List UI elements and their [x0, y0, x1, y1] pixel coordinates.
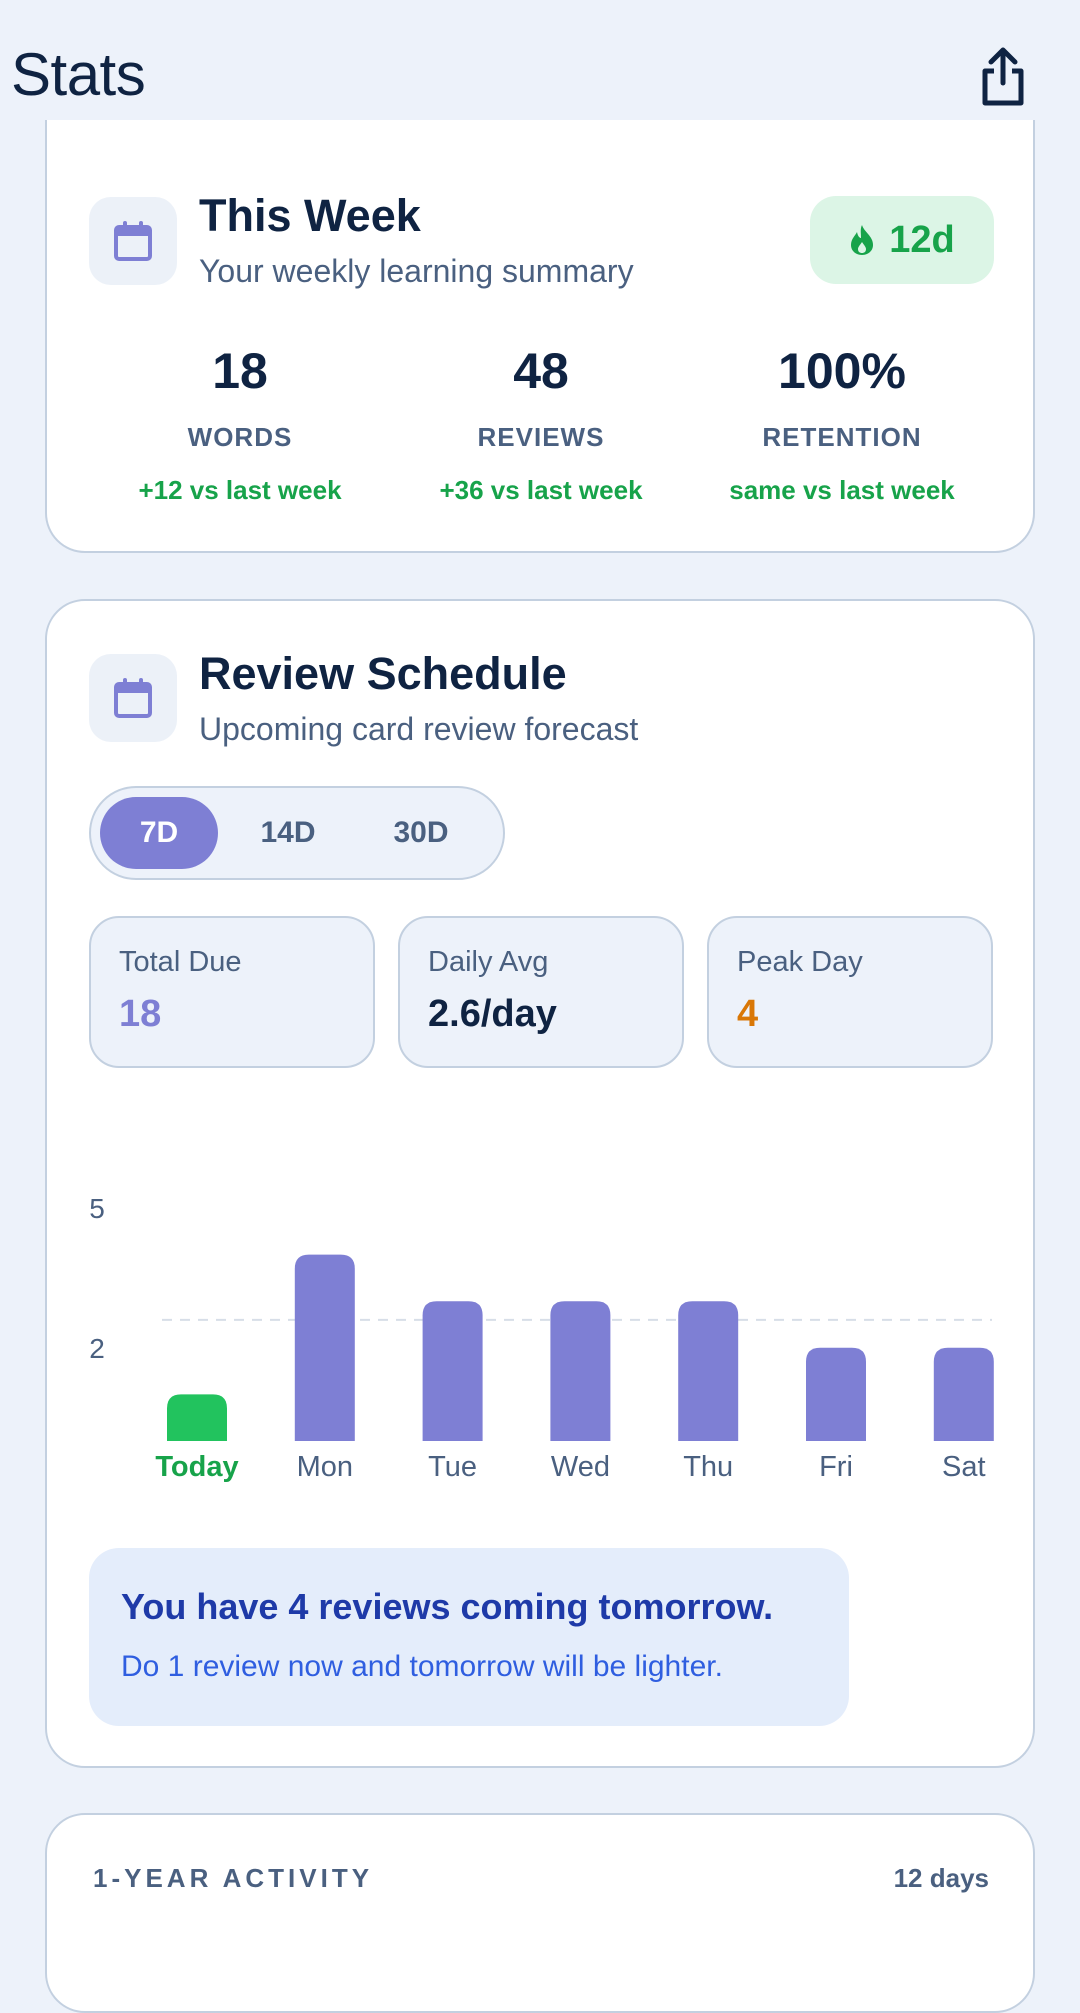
range-30d-button[interactable]: 30D: [393, 816, 449, 849]
stat-value: 18: [212, 343, 268, 399]
tip-banner: You have 4 reviews coming tomorrow. Do 1…: [89, 1548, 849, 1726]
metric-peak-day: Peak Day 4: [707, 916, 993, 1068]
metric-total-due: Total Due 18: [89, 916, 375, 1068]
activity-card: 1-YEAR ACTIVITY 12 days: [45, 1813, 1035, 2013]
bar-wed: [550, 1301, 611, 1441]
tip-title: You have 4 reviews coming tomorrow.: [121, 1586, 774, 1627]
x-tick-label: Wed: [551, 1451, 610, 1483]
stat-label: WORDS: [187, 422, 293, 452]
page-title: Stats: [11, 41, 146, 108]
stat-value: 48: [513, 343, 569, 399]
y-tick-label: 2: [89, 1333, 105, 1364]
bar-mon: [294, 1254, 355, 1441]
bar-today: [167, 1394, 227, 1441]
x-tick-label: Mon: [297, 1451, 353, 1483]
top-bar: Stats: [0, 0, 1080, 150]
flame-icon: [851, 225, 874, 255]
metric-value: 18: [119, 993, 162, 1035]
range-14d-button[interactable]: 14D: [260, 816, 316, 849]
activity-title: 1-YEAR ACTIVITY: [93, 1863, 374, 1893]
stat-words: 18 WORDS +12 vs last week: [90, 342, 390, 506]
bar-fri: [806, 1347, 866, 1441]
bar-tue: [422, 1301, 483, 1441]
tip-body: Do 1 review now and tomorrow will be lig…: [121, 1650, 723, 1683]
calendar-icon: [89, 197, 177, 285]
range-7d-button[interactable]: 7D: [100, 797, 218, 869]
share-icon: [982, 47, 1024, 106]
metric-label: Daily Avg: [428, 946, 549, 978]
metric-daily-avg: Daily Avg 2.6/day: [398, 916, 684, 1068]
stat-retention: 100% RETENTION same vs last week: [692, 342, 992, 506]
review-schedule-card: Review Schedule Upcoming card review for…: [45, 599, 1035, 1768]
review-forecast-chart: 5 2 Today Mon Tue Wed Thu Fri Sat: [89, 1193, 994, 1483]
week-subtitle: Your weekly learning summary: [199, 253, 634, 289]
x-tick-label: Thu: [683, 1451, 733, 1483]
schedule-title: Review Schedule: [199, 648, 567, 699]
stat-delta: +12 vs last week: [138, 475, 342, 505]
stat-delta: +36 vs last week: [439, 475, 643, 505]
streak-value: 12d: [889, 218, 955, 261]
this-week-card: This Week Your weekly learning summary 1…: [45, 120, 1035, 553]
x-tick-label: Sat: [942, 1451, 986, 1483]
metric-label: Total Due: [119, 946, 242, 978]
stat-reviews: 48 REVIEWS +36 vs last week: [391, 342, 691, 506]
y-tick-label: 5: [89, 1193, 105, 1224]
calendar-icon: [89, 654, 177, 742]
streak-badge: 12d: [810, 196, 994, 284]
share-button[interactable]: [975, 44, 1031, 108]
stat-label: RETENTION: [762, 422, 922, 452]
x-tick-label: Tue: [428, 1451, 477, 1483]
range-selector: 7D 14D 30D: [89, 786, 505, 880]
bar-thu: [678, 1301, 739, 1441]
metric-label: Peak Day: [737, 946, 863, 978]
metric-value: 2.6/day: [428, 993, 557, 1035]
x-tick-label: Today: [155, 1451, 238, 1483]
bar-sat: [933, 1347, 994, 1441]
metric-value: 4: [737, 993, 759, 1035]
week-title: This Week: [199, 190, 421, 241]
x-tick-label: Fri: [819, 1451, 853, 1483]
schedule-subtitle: Upcoming card review forecast: [199, 711, 639, 747]
activity-count: 12 days: [893, 1863, 989, 1893]
stat-value: 100%: [778, 343, 906, 399]
stat-delta: same vs last week: [729, 475, 955, 505]
stat-label: REVIEWS: [477, 422, 605, 452]
